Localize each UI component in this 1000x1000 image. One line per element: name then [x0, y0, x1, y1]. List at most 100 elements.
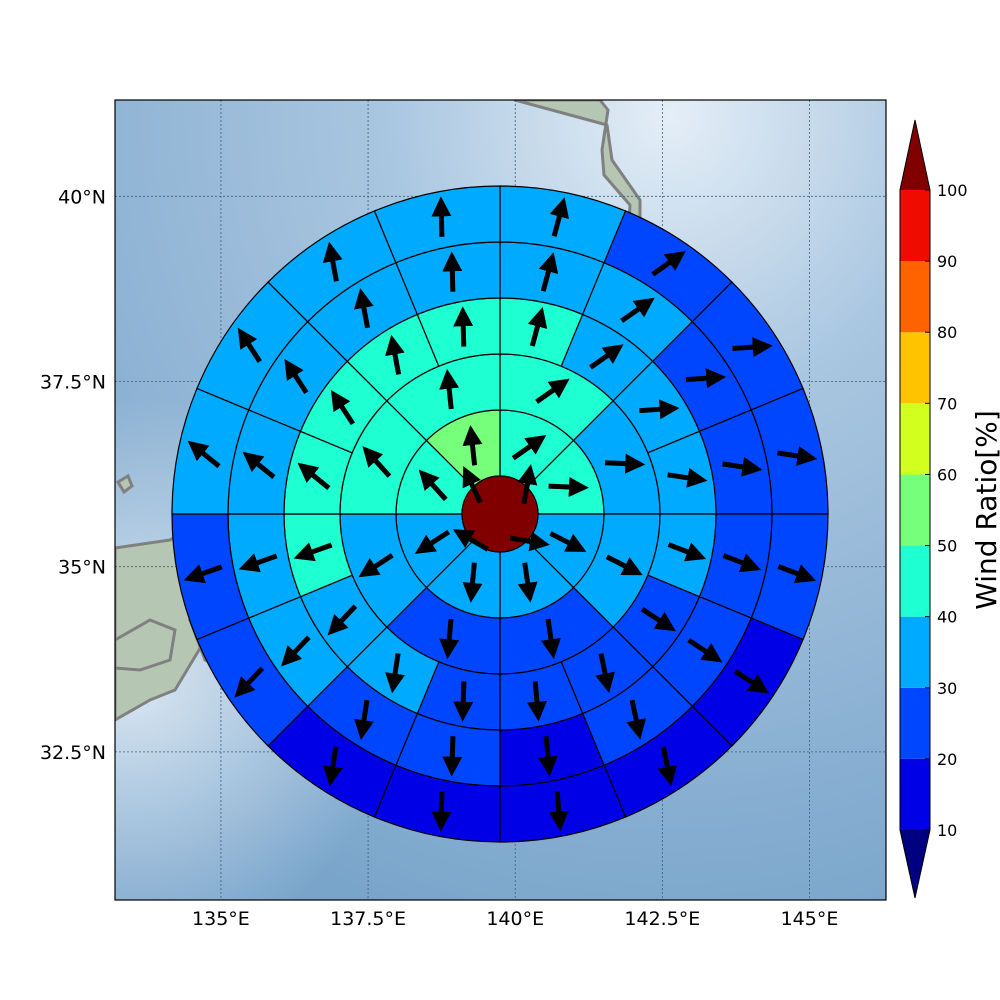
wind-arrow: [442, 251, 463, 292]
colorbar-tick-label: 70: [937, 394, 957, 413]
wind-arrow: [595, 653, 615, 694]
wind-arrow: [687, 638, 723, 663]
wind-arrow: [362, 446, 392, 478]
wind-arrow: [517, 464, 538, 505]
colorbar-band: [900, 687, 930, 759]
colorbar-band: [900, 190, 930, 262]
wind-arrow: [526, 681, 547, 722]
wind-arrow: [541, 618, 561, 660]
wind-arrow: [640, 607, 676, 632]
map-frame: [114, 99, 887, 901]
colorbar-band: [900, 474, 930, 546]
lon-tick-label: 135°E: [192, 908, 250, 930]
wind-arrow: [330, 389, 356, 426]
wind-arrow: [589, 344, 624, 370]
colorbar-band: [900, 616, 930, 688]
colorbar-tick-label: 100: [937, 181, 968, 200]
lat-tick-label: 32.5°N: [40, 742, 106, 764]
wind-arrow: [358, 553, 394, 578]
colorbar-band: [900, 758, 930, 830]
wind-arrow: [297, 462, 331, 490]
wind-arrow: [238, 553, 278, 573]
wind-arrow: [281, 635, 311, 667]
lon-tick-label: 137.5°E: [330, 908, 406, 930]
colorbar-tick-label: 30: [937, 679, 957, 698]
wind-arrow: [237, 327, 262, 363]
wind-arrow: [353, 288, 374, 329]
wind-arrow: [620, 297, 655, 323]
oki-island: [115, 473, 134, 495]
colorbar-band: [900, 261, 930, 333]
wind-arrow: [605, 554, 643, 576]
wind-arrow: [639, 399, 680, 420]
wind-arrow: [439, 368, 460, 410]
wind-arrow: [431, 196, 452, 237]
wind-arrow: [527, 307, 548, 347]
wind-arrow: [462, 562, 483, 603]
colorbar-tick-label: 20: [937, 750, 957, 769]
colorbar-under-triangle: [900, 830, 930, 898]
lon-tick-label: 142.5°E: [624, 908, 700, 930]
wind-arrow: [327, 604, 358, 636]
wind-arrow: [385, 653, 405, 694]
wind-arrow: [549, 531, 587, 552]
wind-arrow: [354, 699, 374, 740]
wind-arrow: [549, 197, 570, 237]
wind-arrow: [651, 251, 686, 277]
wind-arrow: [732, 337, 773, 358]
wind-arrow: [722, 553, 762, 573]
wind-arrow: [535, 378, 570, 404]
wind-arrow: [242, 451, 276, 480]
ring-6-sector-16: [373, 185, 501, 264]
center-cell: [461, 475, 539, 553]
wind-ratio-cells: [171, 185, 829, 843]
colorbar-band: [900, 545, 930, 617]
colorbar-tick-label: 60: [937, 465, 957, 484]
wind-arrow: [517, 562, 538, 603]
wind-arrow: [462, 425, 483, 466]
wind-arrow: [453, 681, 474, 722]
wind-arrow: [511, 435, 547, 461]
wind-arrow: [604, 453, 646, 474]
wind-arrow: [462, 465, 483, 504]
wind-arrow: [284, 358, 309, 395]
colorbar-over-triangle: [900, 120, 930, 190]
wind-arrow: [722, 457, 763, 477]
lat-tick-label: 35°N: [58, 557, 106, 579]
wind-arrow: [548, 791, 569, 832]
wind-direction-arrows: [183, 196, 818, 832]
colorbar-tick-label: 10: [937, 821, 957, 840]
wind-arrow: [234, 666, 265, 698]
wind-arrow: [548, 476, 589, 497]
wind-arrow: [322, 746, 343, 787]
wind-arrow: [187, 440, 221, 469]
colorbar-title: Wind Ratio[%]: [970, 410, 1000, 610]
map-axes: [114, 99, 887, 901]
wind-arrow: [439, 618, 460, 660]
longitude-axis: 135°E 137.5°E 140°E 142.5°E 145°E: [192, 908, 838, 930]
wind-arrow: [431, 791, 452, 832]
latitude-axis: 40°N 37.5°N 35°N 32.5°N: [40, 186, 106, 764]
wind-arrow: [685, 368, 727, 389]
wind-arrow: [453, 306, 474, 347]
wind-arrow: [667, 467, 708, 488]
wind-arrow: [418, 469, 448, 502]
colorbar: 10 20 30 40 50 60 70 80 90 100: [899, 119, 968, 899]
wind-arrow: [777, 564, 817, 584]
lon-tick-label: 140°E: [486, 908, 544, 930]
wind-arrow: [414, 529, 451, 554]
wind-arrow: [626, 699, 647, 740]
wind-arrow: [509, 531, 550, 552]
lat-tick-label: 37.5°N: [40, 371, 106, 393]
wind-arrow: [538, 252, 559, 292]
lon-tick-label: 145°E: [781, 908, 839, 930]
colorbar-band: [900, 332, 930, 404]
colorbar-tick-label: 90: [937, 252, 957, 271]
lat-tick-label: 40°N: [58, 186, 106, 208]
colorbar-tick-label: 50: [937, 537, 957, 556]
wind-arrow: [657, 746, 678, 787]
wind-arrow: [777, 446, 818, 466]
wind-arrow: [537, 736, 558, 777]
colorbar-tick-label: 80: [937, 323, 957, 342]
